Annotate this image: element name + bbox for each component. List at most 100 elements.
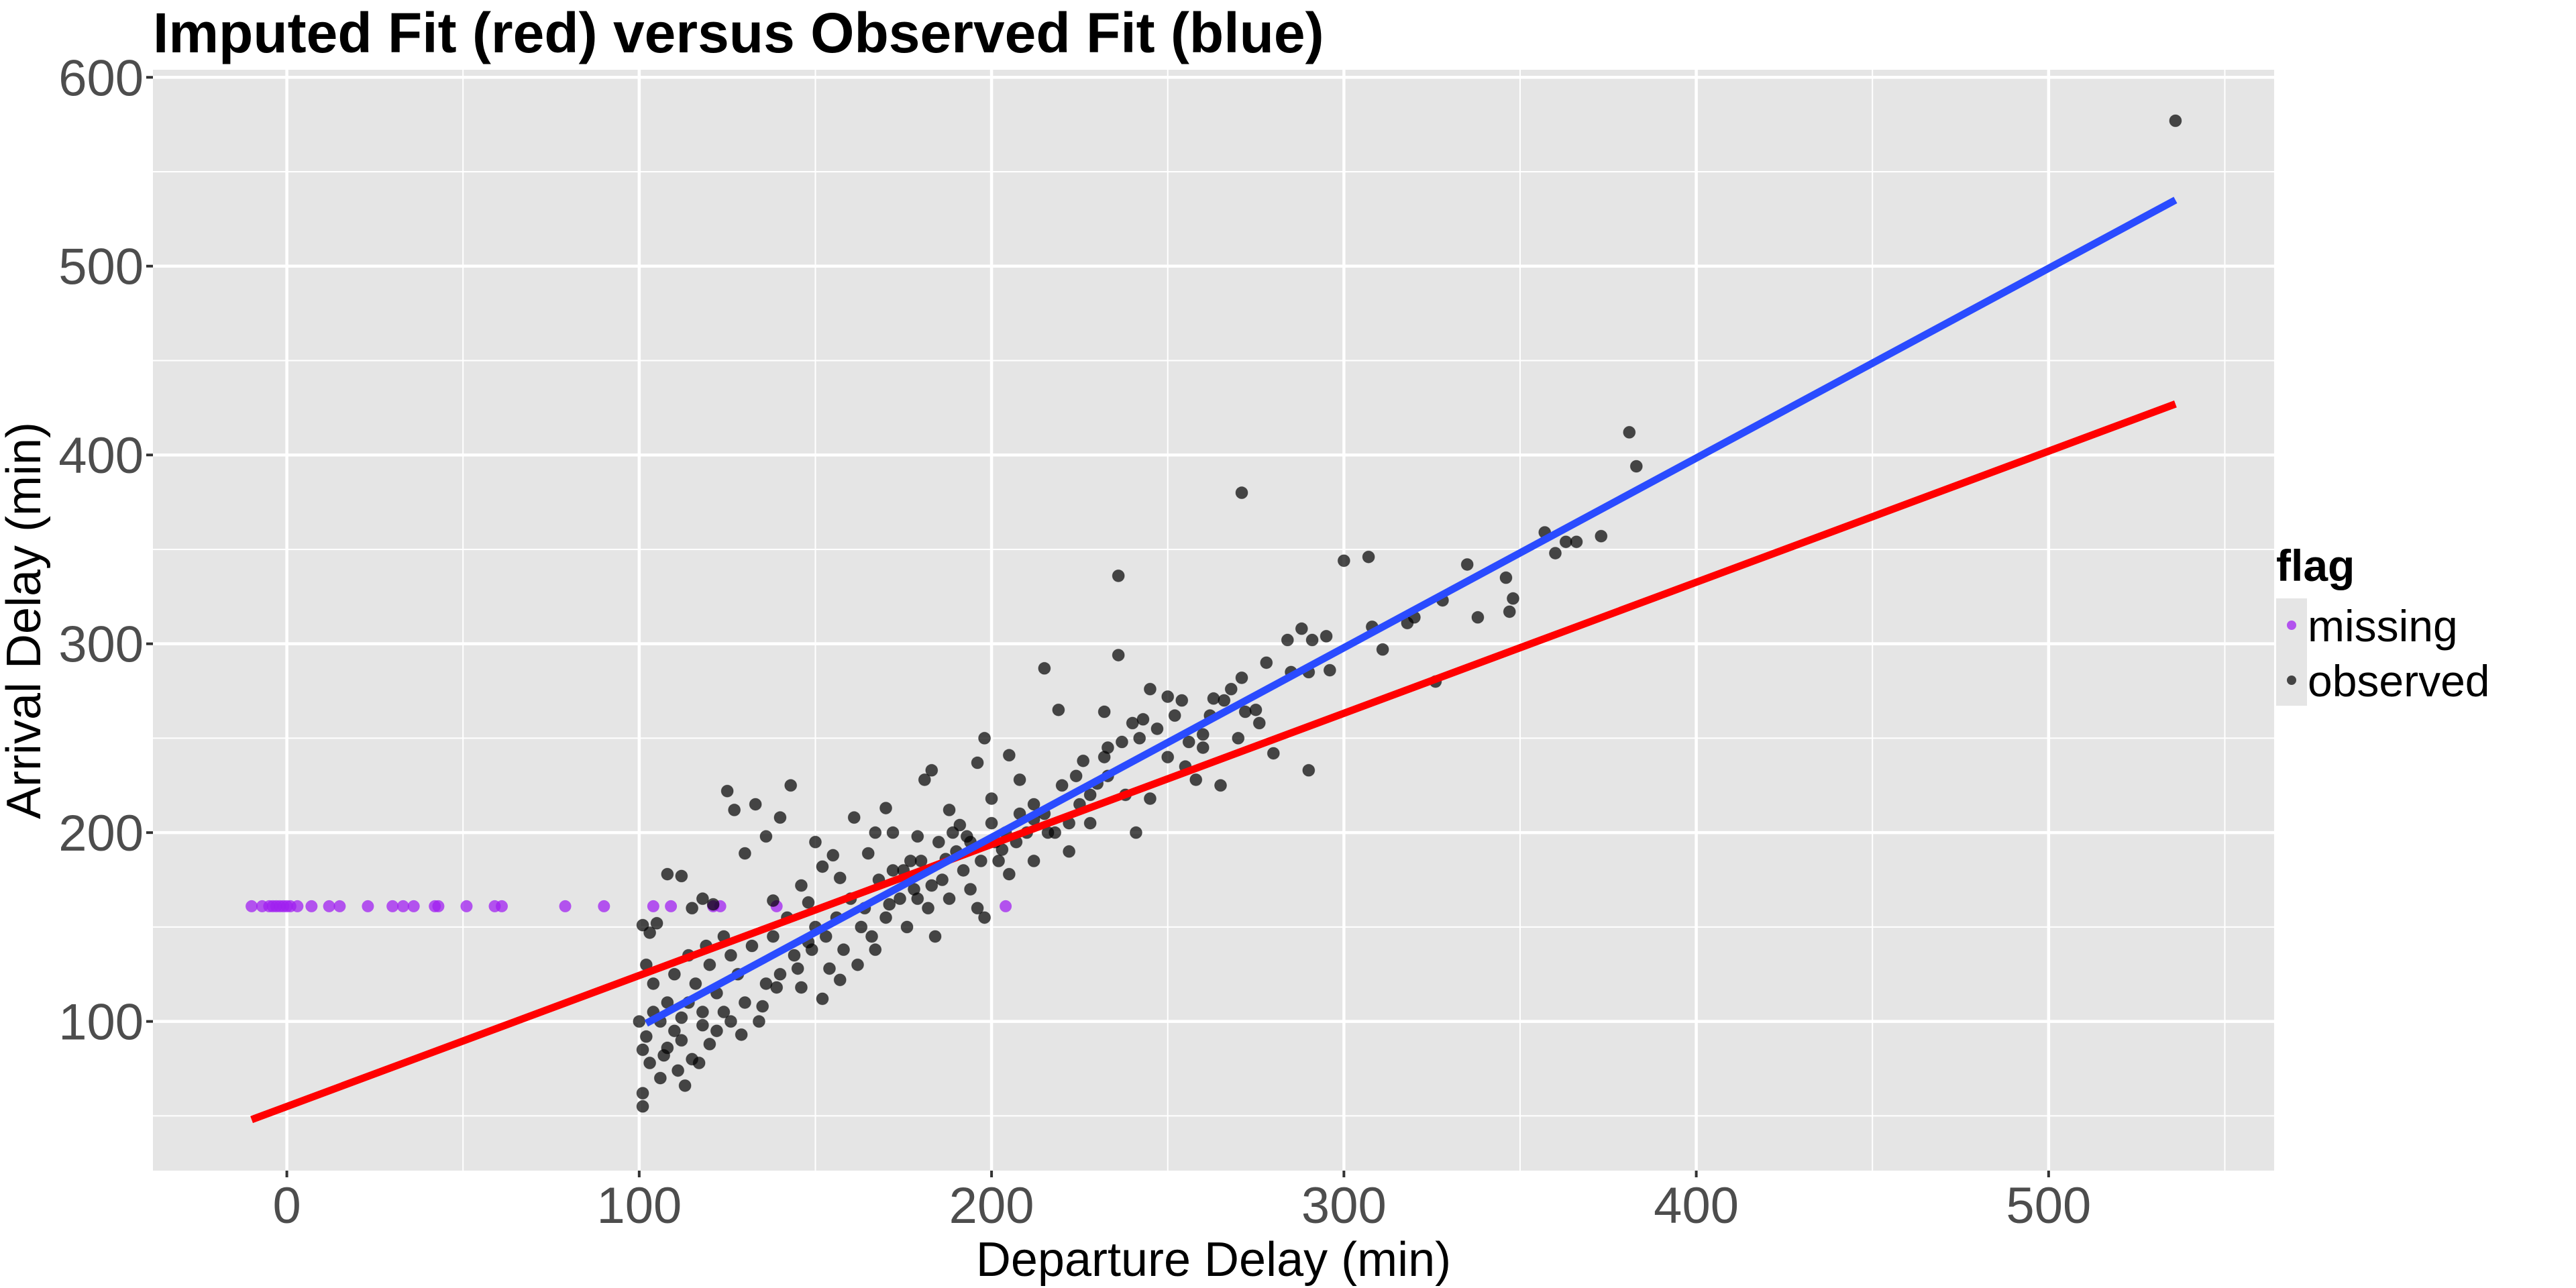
observed-point [728,803,741,816]
observed-point [943,892,956,906]
observed-point [1235,486,1248,500]
observed-point [886,826,900,839]
missing-point [407,900,420,912]
observed-point [752,1015,765,1028]
observed-point [1063,845,1076,858]
observed-point [675,1034,688,1047]
observed-point [1112,649,1125,662]
fit-lines [250,197,2178,1124]
observed-point [647,977,660,990]
observed-point [946,826,959,839]
observed-point [928,930,942,943]
missing-point [333,900,346,912]
observed-point [738,996,751,1009]
observed-point [879,802,893,815]
observed-point [971,756,984,769]
observed-point [883,898,896,911]
observed-point [978,731,991,745]
observed-point [1129,826,1142,839]
y-tick-label: 500 [58,239,144,296]
y-tick-label: 400 [58,427,144,484]
observed-point [911,892,924,906]
observed-point [636,1087,649,1100]
missing-point [559,900,572,912]
observed-point [1002,749,1016,762]
missing-point [1000,900,1012,912]
observed-point [1002,867,1016,881]
legend: flag missing observed [2276,541,2490,706]
observed-point [636,1099,649,1113]
observed-fit-line [644,197,2178,1027]
plot-panel [153,70,2274,1171]
observed-point [1069,769,1083,783]
x-tick-label: 100 [596,1177,682,1234]
observed-point [1077,754,1090,767]
observed-point [773,967,787,981]
observed-point [689,977,702,990]
x-tick-label: 500 [2006,1177,2091,1234]
observed-point [826,849,840,862]
observed-point [943,803,956,816]
missing-point [647,900,659,912]
observed-point [1506,592,1519,605]
observed-point [1052,703,1065,716]
observed-point [745,939,759,953]
observed-point [1182,735,1195,749]
observed-point [724,1015,737,1028]
observed-point [1112,569,1125,582]
missing-point [598,900,610,912]
missing-point [246,900,258,912]
observed-point [1548,547,1562,560]
x-tick-label: 0 [272,1177,301,1234]
missing-point [396,900,409,912]
observed-point [661,867,674,881]
observed-point [869,826,882,839]
observed-point [1249,703,1263,716]
observed-point [978,911,991,924]
observed-point [1305,633,1319,647]
points [246,114,2182,1113]
missing-point [495,900,508,912]
observed-point [822,962,836,975]
observed-point [717,1006,731,1019]
observed-point [724,949,737,962]
observed-point [879,911,893,924]
observed-point [1224,682,1238,696]
observed-point [957,863,970,877]
x-tick-label: 200 [949,1177,1034,1234]
observed-point [922,902,935,915]
missing-point [386,900,399,912]
observed-point [696,892,709,906]
observed-point [675,869,688,883]
observed-point [805,943,818,957]
observed-point [837,943,850,957]
legend-title: flag [2276,541,2355,590]
observed-point [643,926,657,939]
x-axis-title: Departure Delay (min) [976,1233,1451,1287]
y-tick-label: 600 [58,50,144,107]
observed-point [650,916,663,930]
observed-point [964,883,977,896]
y-tick-label: 100 [58,994,144,1051]
observed-point [749,798,762,811]
observed-point [773,811,787,824]
observed-point [643,1057,657,1070]
observed-point [759,830,773,843]
observed-point [1235,671,1248,684]
observed-point [636,918,649,932]
observed-point [1629,460,1643,473]
observed-point [738,847,751,860]
observed-point [865,930,879,943]
observed-point [802,896,815,909]
observed-point [1267,747,1280,760]
axes: 0 100 200 300 400 500 100 200 300 400 500 600 [58,50,2091,1234]
observed-point [971,902,984,915]
observed-point [925,879,938,892]
observed-point [833,871,847,885]
missing-point [665,900,678,912]
observed-point [1214,779,1228,792]
observed-point [720,784,734,798]
observed-point [932,835,945,849]
observed-point [1337,554,1350,568]
observed-point [1281,633,1294,647]
